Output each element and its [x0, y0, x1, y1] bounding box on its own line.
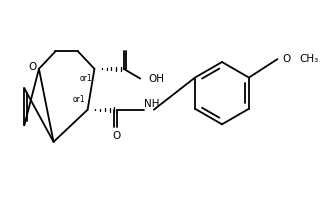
Text: O: O: [282, 54, 290, 64]
Text: OH: OH: [148, 73, 164, 84]
Text: O: O: [113, 131, 121, 141]
Text: or1: or1: [73, 95, 86, 105]
Text: NH: NH: [144, 99, 160, 109]
Text: or1: or1: [80, 74, 92, 83]
Text: CH₃: CH₃: [299, 54, 318, 64]
Text: O: O: [28, 62, 36, 72]
